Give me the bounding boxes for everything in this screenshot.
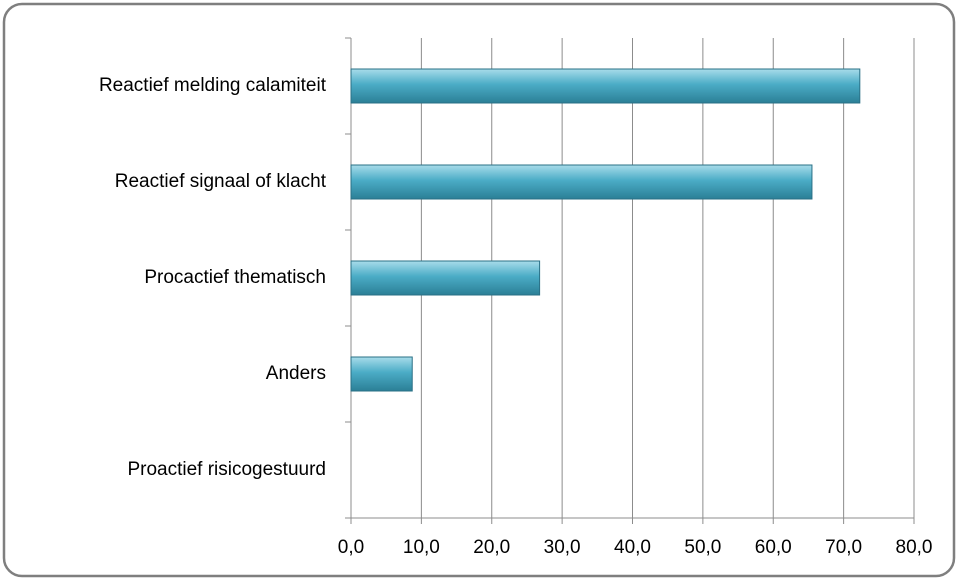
y-tick-label: Reactief melding calamiteit (99, 75, 327, 96)
bar (350, 356, 413, 392)
bar (350, 260, 541, 296)
x-tick-label: 80,0 (896, 537, 933, 558)
x-tick-label: 0,0 (338, 537, 364, 558)
y-tick-label: Anders (266, 363, 326, 384)
bar (350, 68, 861, 104)
y-tick-label: Procactief thematisch (144, 267, 326, 288)
x-tick-label: 30,0 (544, 537, 581, 558)
bar (350, 164, 813, 200)
x-tick-label: 10,0 (403, 537, 440, 558)
y-tick-label: Proactief risicogestuurd (127, 459, 326, 480)
x-tick-label: 60,0 (755, 537, 792, 558)
x-tick-label: 50,0 (684, 537, 721, 558)
x-tick-label: 70,0 (825, 537, 862, 558)
y-tick-label: Reactief signaal of klacht (115, 171, 327, 192)
x-tick-label: 40,0 (614, 537, 651, 558)
x-tick-label: 20,0 (473, 537, 510, 558)
